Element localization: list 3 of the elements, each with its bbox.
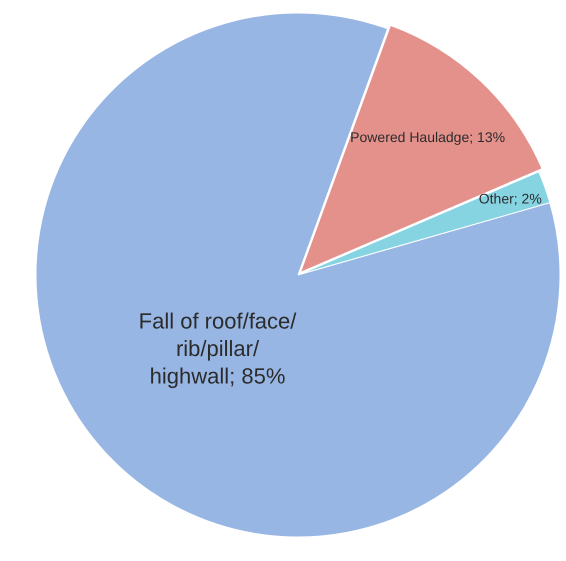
slice-label: Other; 2% bbox=[478, 190, 542, 206]
slice-label: Powered Hauladge; 13% bbox=[350, 128, 506, 145]
slice-label: Fall of roof/face/rib/pillar/highwall; 85% bbox=[138, 308, 298, 389]
